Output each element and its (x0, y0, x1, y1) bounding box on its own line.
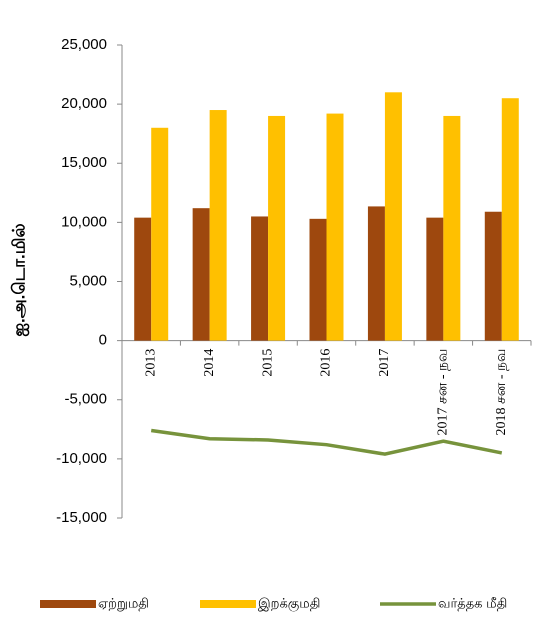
x-tick-label: 2013 (143, 349, 158, 377)
bar (326, 113, 344, 341)
bar (209, 110, 227, 341)
legend-swatch (40, 600, 96, 608)
legend-label: ஏற்றுமதி (98, 595, 149, 611)
bar (151, 127, 169, 341)
bar (501, 98, 519, 341)
y-tick-label: 25,000 (61, 36, 107, 53)
bar (443, 115, 461, 341)
y-tick-label: 0 (99, 332, 107, 349)
bar (367, 206, 385, 341)
bar (426, 217, 444, 341)
y-tick-label: -5,000 (64, 391, 107, 408)
legend-label: வர்த்தக மீதி (438, 595, 507, 610)
bar (268, 115, 286, 341)
y-axis-label: ஐ.அ.டொ.மில் (9, 223, 29, 336)
bar (384, 92, 402, 341)
line (150, 428, 503, 456)
x-tick-label: 2017 (377, 349, 392, 377)
bar (134, 217, 152, 341)
y-tick-label: 5,000 (69, 272, 107, 289)
bar (309, 218, 327, 341)
y-tick-label: 10,000 (61, 213, 107, 230)
legend-label: இறக்குமதி (258, 595, 320, 611)
x-tick-label: 2018 சன - நவ (494, 349, 509, 436)
x-tick-label: 2015 (260, 349, 275, 377)
y-tick-label: -10,000 (56, 450, 107, 467)
x-tick-label: 2017 சன - நவ (436, 349, 451, 436)
y-tick-label: 15,000 (61, 154, 107, 171)
y-tick-label: 20,000 (61, 95, 107, 112)
bar (192, 208, 210, 341)
y-tick-label: -15,000 (56, 509, 107, 526)
x-tick-label: 2014 (202, 349, 217, 377)
x-tick-label: 2016 (319, 349, 334, 377)
bar (484, 211, 502, 341)
bar (251, 216, 269, 341)
legend-swatch (200, 600, 256, 608)
